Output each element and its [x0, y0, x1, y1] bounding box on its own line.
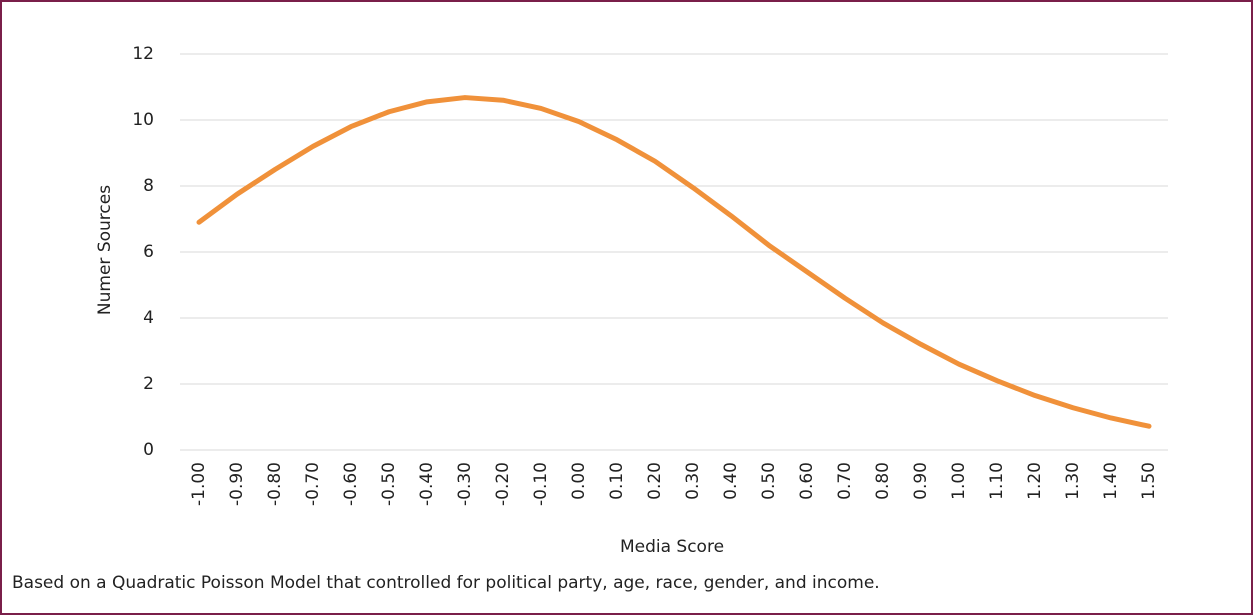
- x-tick-label: -0.90: [227, 462, 247, 506]
- y-tick-label: 4: [143, 308, 154, 328]
- x-tick-label: 1.00: [949, 462, 969, 500]
- x-tick-label: 0.70: [835, 462, 855, 500]
- y-tick-label: 12: [132, 44, 154, 64]
- y-tick-label: 10: [132, 110, 154, 130]
- x-tick-label: 0.80: [873, 462, 893, 500]
- x-tick-label: 1.50: [1139, 462, 1159, 500]
- x-tick-label: -0.60: [341, 462, 361, 506]
- x-tick-label: 0.10: [607, 462, 627, 500]
- x-tick-label: 0.30: [683, 462, 703, 500]
- x-tick-label: 0.90: [911, 462, 931, 500]
- x-tick-label: 1.30: [1063, 462, 1083, 500]
- x-tick-label: -0.70: [303, 462, 323, 506]
- y-tick-label: 6: [143, 242, 154, 262]
- x-tick-label: -0.30: [455, 462, 475, 506]
- x-tick-label: -0.80: [265, 462, 285, 506]
- x-tick-label: 1.40: [1101, 462, 1121, 500]
- x-tick-label: 0.00: [569, 462, 589, 500]
- line-series: [196, 95, 1152, 429]
- caption: Based on a Quadratic Poisson Model that …: [12, 573, 880, 593]
- x-tick-label: 1.20: [1025, 462, 1045, 500]
- x-tick-label: -1.00: [189, 462, 209, 506]
- x-tick-label: 0.40: [721, 462, 741, 500]
- y-axis-title: Numer Sources: [95, 185, 115, 315]
- x-tick-label: 0.20: [645, 462, 665, 500]
- x-axis-title: Media Score: [620, 537, 724, 557]
- y-tick-label: 8: [143, 176, 154, 196]
- y-tick-label: 0: [143, 440, 154, 460]
- x-tick-label: -0.50: [379, 462, 399, 506]
- x-tick-label: -0.10: [531, 462, 551, 506]
- x-tick-label: -0.40: [417, 462, 437, 506]
- x-tick-label: -0.20: [493, 462, 513, 506]
- y-tick-label: 2: [143, 374, 154, 394]
- x-tick-label: 1.10: [987, 462, 1007, 500]
- x-tick-label: 0.60: [797, 462, 817, 500]
- x-tick-label: 0.50: [759, 462, 779, 500]
